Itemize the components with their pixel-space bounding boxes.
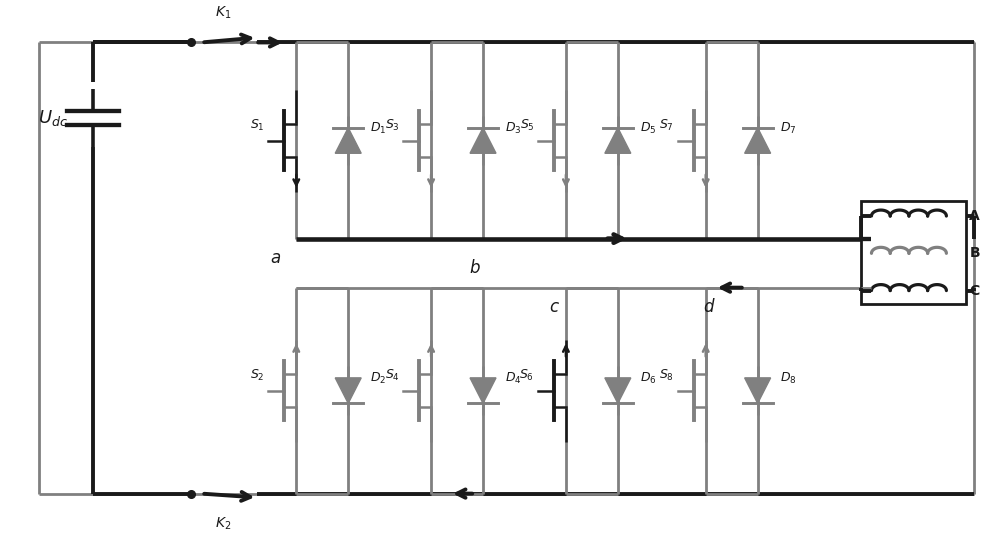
Text: $D_6$: $D_6$ <box>640 371 656 386</box>
Polygon shape <box>745 378 771 403</box>
Text: $D_8$: $D_8$ <box>780 371 796 386</box>
Text: $D_7$: $D_7$ <box>780 121 796 136</box>
Text: $b$: $b$ <box>469 259 481 277</box>
Text: $D_2$: $D_2$ <box>370 371 386 386</box>
Polygon shape <box>605 378 631 403</box>
Text: $S_4$: $S_4$ <box>385 369 400 384</box>
Text: $d$: $d$ <box>703 298 716 316</box>
Bar <box>861 201 966 304</box>
Text: $S_1$: $S_1$ <box>250 118 265 133</box>
Polygon shape <box>470 378 496 403</box>
Text: $K_1$: $K_1$ <box>215 4 232 21</box>
Polygon shape <box>605 128 631 154</box>
Polygon shape <box>745 128 771 154</box>
Text: $S_8$: $S_8$ <box>659 369 674 384</box>
Polygon shape <box>335 378 361 403</box>
Text: $S_5$: $S_5$ <box>520 118 534 133</box>
Text: $U_{dc}$: $U_{dc}$ <box>38 108 68 128</box>
Text: $S_6$: $S_6$ <box>519 369 534 384</box>
Text: A: A <box>969 209 980 223</box>
Text: B: B <box>969 246 980 261</box>
Polygon shape <box>470 128 496 154</box>
Text: C: C <box>969 284 980 297</box>
Text: $S_3$: $S_3$ <box>385 118 400 133</box>
Text: $D_1$: $D_1$ <box>370 121 387 136</box>
Text: $K_2$: $K_2$ <box>215 515 232 532</box>
Text: $D_4$: $D_4$ <box>505 371 522 386</box>
Text: $S_7$: $S_7$ <box>659 118 674 133</box>
Text: $D_5$: $D_5$ <box>640 121 656 136</box>
Polygon shape <box>335 128 361 154</box>
Text: $S_2$: $S_2$ <box>250 369 265 384</box>
Text: $D_3$: $D_3$ <box>505 121 521 136</box>
Text: $a$: $a$ <box>270 249 281 267</box>
Text: $c$: $c$ <box>549 298 560 316</box>
